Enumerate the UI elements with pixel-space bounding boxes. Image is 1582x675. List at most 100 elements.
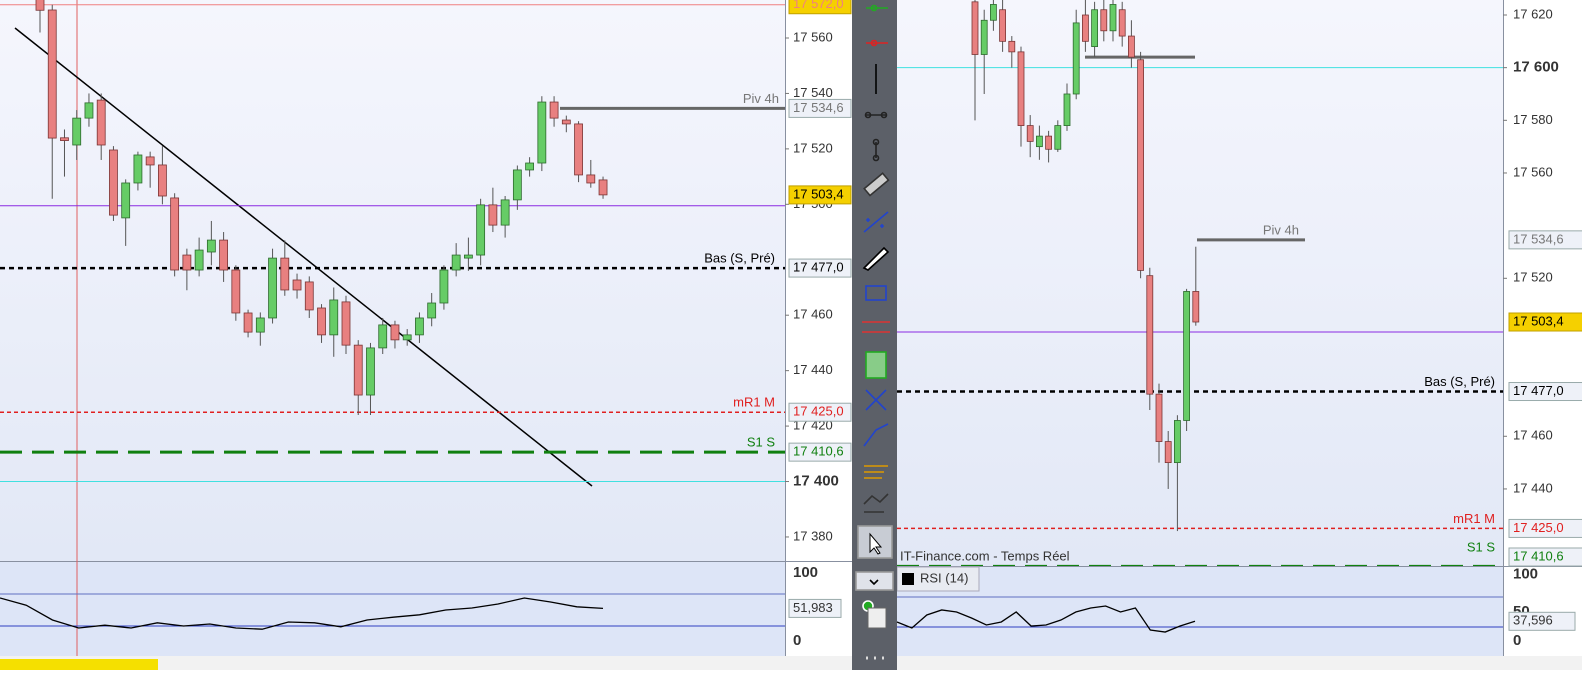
rsi-tab[interactable] [896, 566, 980, 592]
level-label-box [788, 185, 852, 205]
candle-body [47, 9, 57, 139]
price-tick-label: 17 560 [793, 29, 833, 44]
level-name: Bas (S, Pré) [704, 251, 775, 266]
level-label: 17 534,6 [1513, 231, 1564, 246]
rsi-swatch [902, 573, 914, 585]
candle-body [971, 1, 979, 55]
level-label: 17 425,0 [793, 404, 844, 419]
rsi-value-label: 51,983 [793, 600, 833, 615]
level-name: Piv 4h [1263, 222, 1299, 237]
candle-body [182, 254, 192, 271]
price-tick-label: 17 580 [1513, 112, 1553, 127]
candle-body [500, 199, 510, 226]
candle-body [243, 312, 253, 333]
level-label: 17 503,4 [1513, 313, 1564, 328]
candle-body [317, 307, 326, 336]
right-rsi-bg [897, 567, 1503, 656]
toolbar [852, 0, 897, 670]
candle-body [990, 4, 997, 21]
candle-body [1137, 59, 1144, 271]
candle-body [219, 239, 229, 271]
candle-body [598, 179, 608, 196]
candle-body [586, 174, 596, 184]
source-label: IT-Finance.com - Temps Réel [900, 548, 1070, 563]
rsi-line [896, 605, 1196, 633]
rsi-value-label: 37,596 [1513, 613, 1553, 628]
candle-body [72, 117, 82, 146]
level-name: Piv 4h [743, 91, 779, 106]
price-tick-label: 17 440 [793, 362, 833, 377]
candle-body [145, 156, 155, 166]
candle-body [1072, 22, 1080, 95]
rsi-line [0, 597, 604, 630]
candle-body [206, 239, 216, 253]
candle-body [476, 204, 486, 256]
right-time-axis [897, 656, 1582, 670]
candle-body [1174, 420, 1181, 464]
candle-body [1017, 51, 1025, 126]
candle-body [1109, 4, 1117, 32]
rsi-tick-label: 100 [793, 564, 818, 581]
level-label-box [788, 442, 852, 462]
candle-body [1063, 93, 1071, 126]
toolbar-icons[interactable] [855, 4, 894, 660]
candle-body [1155, 393, 1163, 442]
candle-body [1164, 441, 1172, 464]
level-name: mR1 M [733, 395, 775, 410]
price-tick-label: 17 600 [1513, 59, 1559, 76]
level-name: Bas (S, Pré) [1424, 374, 1495, 389]
candle-body [96, 99, 106, 146]
rsi-tick-label: 0 [793, 632, 801, 649]
candle-body [525, 162, 534, 171]
level-name: S1 S [1467, 539, 1496, 554]
candle-body [512, 169, 522, 201]
level-label: 17 503,4 [793, 186, 844, 201]
level-label-box [1508, 230, 1582, 250]
candle-body [268, 257, 277, 319]
candle-body [1008, 40, 1016, 53]
candle-body [999, 9, 1006, 42]
candle-body [463, 254, 473, 259]
candle-body [1128, 35, 1135, 58]
candle-body [451, 254, 461, 271]
candle-body [1146, 275, 1154, 395]
chart-area [0, 0, 785, 483]
candle-body [231, 269, 241, 314]
price-tick-label: 17 380 [793, 528, 833, 543]
rsi-value-box [788, 598, 842, 618]
level-label: 17 410,6 [793, 444, 844, 459]
level-label-box [788, 402, 852, 422]
candle-body [378, 324, 388, 349]
candle-body [1100, 9, 1108, 32]
level-label-box [1508, 518, 1582, 538]
candle-body [84, 102, 94, 119]
chart-area [897, 0, 1503, 566]
left-time-axis [0, 656, 852, 670]
level-label: 17 477,0 [793, 260, 844, 275]
candle-body [353, 344, 363, 396]
candle-body [35, 0, 45, 11]
candle-body [1118, 9, 1126, 37]
candle-body [402, 334, 412, 341]
level-label-box [788, 258, 852, 278]
level-label: 17 410,6 [1513, 548, 1564, 563]
price-tick-label: 17 400 [793, 472, 839, 489]
candle-body [1054, 125, 1062, 150]
left-time-highlight [0, 659, 158, 670]
price-tick-label: 17 460 [793, 307, 833, 322]
candle-body [366, 347, 375, 396]
level-label-box [1508, 547, 1582, 567]
price-tick-label: 17 460 [1513, 428, 1553, 443]
candle-body [561, 119, 571, 125]
candle-body [549, 101, 559, 119]
right-chart-bg [897, 0, 1503, 566]
candle-body [121, 182, 131, 219]
candle-body [280, 257, 290, 291]
candle-body [329, 299, 339, 336]
candle-body [304, 281, 314, 311]
candle-body [980, 19, 988, 55]
level-label-box [788, 98, 852, 118]
candle-body [109, 149, 118, 216]
candle-body [292, 279, 302, 291]
